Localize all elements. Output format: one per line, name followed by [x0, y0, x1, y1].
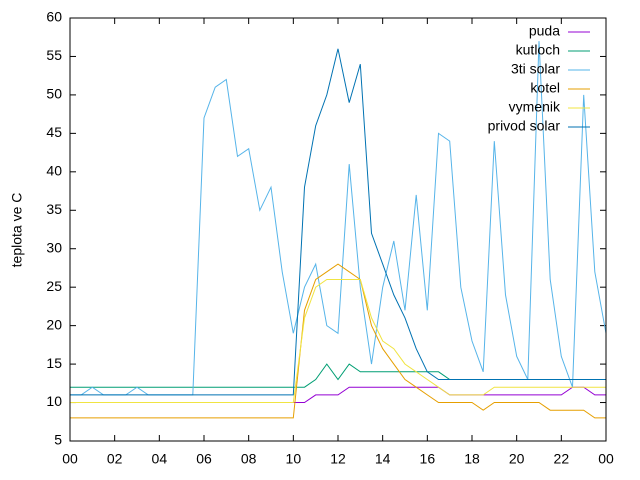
x-tick-label: 18: [464, 451, 480, 467]
y-tick-label: 25: [46, 278, 62, 294]
x-tick-label: 02: [107, 451, 123, 467]
legend-label: 3ti solar: [511, 61, 560, 77]
x-tick-label: 06: [196, 451, 212, 467]
legend-label: kutloch: [516, 42, 560, 58]
x-tick-label: 00: [598, 451, 614, 467]
y-axis-label: teplota ve C: [9, 193, 25, 268]
x-tick-label: 04: [152, 451, 168, 467]
x-tick-label: 12: [330, 451, 346, 467]
y-tick-label: 60: [46, 9, 62, 25]
legend-label: kotel: [530, 80, 560, 96]
y-tick-label: 15: [46, 355, 62, 371]
y-tick-label: 5: [54, 432, 62, 448]
y-tick-label: 35: [46, 201, 62, 217]
x-tick-label: 16: [420, 451, 436, 467]
series-line: [70, 263, 606, 419]
x-tick-label: 14: [375, 451, 391, 467]
x-tick-label: 22: [554, 451, 570, 467]
series-line: [70, 279, 606, 403]
y-tick-label: 40: [46, 163, 62, 179]
x-tick-label: 00: [62, 451, 78, 467]
y-tick-label: 55: [46, 47, 62, 63]
legend-label: privod solar: [488, 118, 561, 134]
y-tick-label: 30: [46, 239, 62, 255]
legend-label: vymenik: [509, 99, 561, 115]
x-tick-label: 08: [241, 451, 257, 467]
y-tick-label: 10: [46, 393, 62, 409]
series-line: [70, 48, 606, 396]
y-tick-label: 45: [46, 124, 62, 140]
plot-frame: [69, 17, 607, 442]
y-tick-label: 50: [46, 86, 62, 102]
x-tick-label: 20: [509, 451, 525, 467]
x-tick-label: 10: [286, 451, 302, 467]
series-line: [70, 41, 607, 396]
y-tick-label: 20: [46, 316, 62, 332]
legend-label: puda: [529, 23, 560, 39]
